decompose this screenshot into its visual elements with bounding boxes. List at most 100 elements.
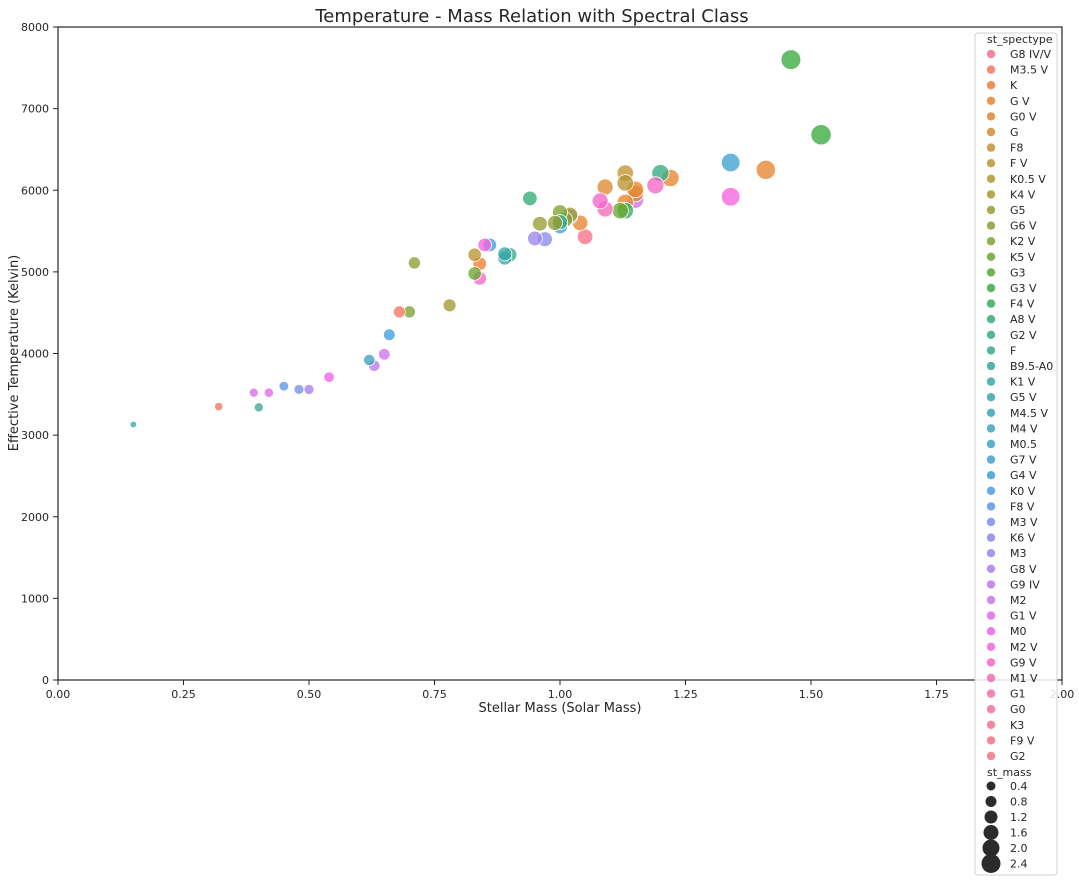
legend-hue-label: M4.5 V — [1010, 407, 1048, 420]
y-tick-label: 2000 — [21, 511, 49, 524]
legend-hue-marker — [986, 611, 996, 620]
legend-hue-marker — [986, 549, 996, 558]
legend-hue-label: G1 V — [1010, 610, 1037, 623]
legend-hue-label: F9 V — [1010, 734, 1035, 747]
y-tick-label: 6000 — [21, 184, 49, 197]
data-point — [363, 353, 376, 367]
legend-hue-label: K6 V — [1010, 532, 1036, 545]
legend-size-entries: 0.4 0.8 1.2 1.6 2.0 2.4 — [981, 780, 1028, 873]
legend-hue-label: M3 — [1010, 547, 1027, 560]
legend-hue-label: G V — [1010, 95, 1030, 108]
data-point — [378, 348, 391, 361]
x-axis-label: Stellar Mass (Solar Mass) — [478, 701, 641, 716]
legend-hue-marker — [986, 65, 996, 74]
y-tick-label: 8000 — [21, 21, 49, 34]
legend-hue-marker — [986, 377, 996, 386]
legend-hue-label: K5 V — [1010, 251, 1036, 264]
legend-hue-marker — [986, 174, 996, 183]
legend-hue-marker — [986, 736, 996, 745]
legend-hue-marker — [986, 705, 996, 714]
legend-hue-label: G7 V — [1010, 454, 1037, 467]
legend-hue-label: F4 V — [1010, 298, 1035, 311]
plot-frame — [57, 26, 1063, 681]
data-point — [303, 383, 315, 395]
legend-hue-label: G3 V — [1010, 282, 1037, 295]
x-tick-label: 0.50 — [297, 688, 322, 701]
data-point — [611, 202, 629, 220]
legend-hue-marker — [986, 658, 996, 667]
y-tick-label: 5000 — [21, 266, 49, 279]
legend-hue-label: G — [1010, 126, 1019, 139]
data-point — [214, 401, 224, 412]
legend-hue-label: G4 V — [1010, 469, 1037, 482]
legend-hue-entries: G8 IV/V M3.5 V K G V G0 V G F8 F V K0.5 V K4 V G5 G… — [986, 48, 1053, 763]
data-point — [467, 247, 482, 262]
data-point — [497, 246, 513, 262]
legend-hue-marker — [986, 283, 996, 293]
x-tick-label: 1.00 — [548, 688, 573, 701]
legend-hue-marker — [986, 221, 996, 230]
legend-hue-marker — [986, 299, 996, 308]
legend-hue-marker — [986, 533, 996, 542]
legend-size-marker — [983, 825, 999, 840]
legend-hue-marker — [986, 486, 996, 495]
legend-hue-label: K0.5 V — [1010, 173, 1046, 186]
legend-size-label: 0.8 — [1010, 796, 1028, 809]
data-point — [263, 387, 274, 398]
legend-hue-marker — [986, 393, 996, 402]
data-point — [646, 176, 665, 195]
legend-hue-label: G6 V — [1010, 220, 1037, 233]
y-tick-label: 0 — [42, 674, 49, 687]
plot-area — [57, 26, 1063, 681]
data-point — [547, 214, 563, 231]
data-point — [477, 237, 492, 253]
data-point — [129, 420, 138, 429]
data-point — [253, 402, 264, 413]
data-point — [383, 328, 396, 342]
legend-size-marker — [981, 854, 1001, 873]
data-point — [720, 152, 741, 173]
legend-hue-marker — [986, 159, 996, 168]
y-axis-ticks: 0 1000 2000 3000 4000 5000 6000 7000 8000 — [21, 21, 58, 687]
legend-hue-marker — [986, 689, 996, 698]
data-point — [248, 387, 259, 398]
legend-hue-label: G2 V — [1010, 329, 1037, 342]
y-tick-label: 1000 — [21, 592, 49, 605]
legend-hue-marker — [986, 330, 996, 339]
x-axis-ticks: 0.00 0.25 0.50 0.75 1.00 1.25 1.50 1.75 2.00 — [46, 680, 1074, 701]
legend-hue-marker — [986, 642, 996, 651]
chart-title: Temperature - Mass Relation with Spectra… — [314, 6, 748, 27]
data-point — [293, 384, 305, 395]
legend-hue-marker — [986, 252, 996, 261]
data-point — [532, 215, 548, 232]
legend-hue-label: G9 IV — [1010, 578, 1040, 591]
legend: st_spectype G8 IV/V M3.5 V K G V G0 V G F8 F V K… — [974, 32, 1058, 876]
legend-hue-label: G9 V — [1010, 656, 1037, 669]
x-tick-label: 0.75 — [422, 688, 447, 701]
legend-hue-label: F8 — [1010, 142, 1023, 155]
legend-hue-marker — [986, 49, 996, 59]
legend-hue-marker — [986, 112, 996, 121]
legend-hue-label: M0 — [1010, 625, 1027, 638]
legend-size-marker — [985, 796, 997, 807]
legend-hue-marker — [986, 502, 996, 511]
legend-hue-label: A8 V — [1010, 313, 1036, 326]
legend-hue-label: G0 — [1010, 703, 1026, 716]
legend-hue-label: F8 V — [1010, 500, 1035, 513]
legend-size-label: 1.2 — [1010, 811, 1028, 824]
legend-hue-marker — [986, 595, 996, 605]
legend-box — [974, 32, 1058, 876]
data-point — [810, 124, 832, 146]
y-axis-label: Effective Temperature (Kelvin) — [7, 255, 22, 452]
data-point — [527, 230, 543, 247]
legend-hue-marker — [986, 720, 996, 729]
data-point — [720, 187, 741, 207]
data-point — [616, 174, 634, 192]
data-point — [755, 159, 776, 180]
x-tick-label: 0.25 — [171, 688, 196, 701]
legend-hue-label: K0 V — [1010, 485, 1036, 498]
legend-hue-label: F V — [1010, 157, 1028, 170]
legend-size-marker — [986, 781, 996, 791]
data-point — [278, 380, 290, 392]
